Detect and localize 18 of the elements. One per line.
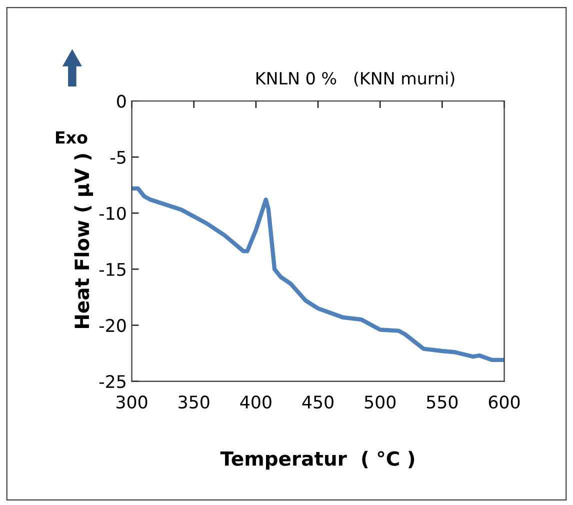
y-tick-label: -20 xyxy=(99,318,126,332)
y-tick-label: -10 xyxy=(99,206,126,220)
x-tick-label: 550 xyxy=(426,395,458,409)
x-tick-label: 500 xyxy=(364,395,396,409)
x-axis-title: Temperatur ( °C ) xyxy=(220,450,414,470)
y-tick-label: -25 xyxy=(99,374,126,388)
y-tick-label: -5 xyxy=(110,150,126,164)
x-tick-label: 400 xyxy=(240,395,272,409)
y-tick-label: -15 xyxy=(99,263,126,276)
x-tick-label: 300 xyxy=(116,395,148,409)
x-tick-label: 350 xyxy=(178,395,210,409)
x-tick-label: 600 xyxy=(488,395,520,409)
x-tick-label: 450 xyxy=(302,395,334,409)
line-series xyxy=(132,186,504,362)
text: Exo xyxy=(56,131,88,144)
y-axis-title: Heat Flow ( μV ) xyxy=(74,154,94,328)
chart-title: KNLN 0 % (KNN murni) xyxy=(256,72,454,87)
y-tick-label: 0 xyxy=(117,94,126,108)
